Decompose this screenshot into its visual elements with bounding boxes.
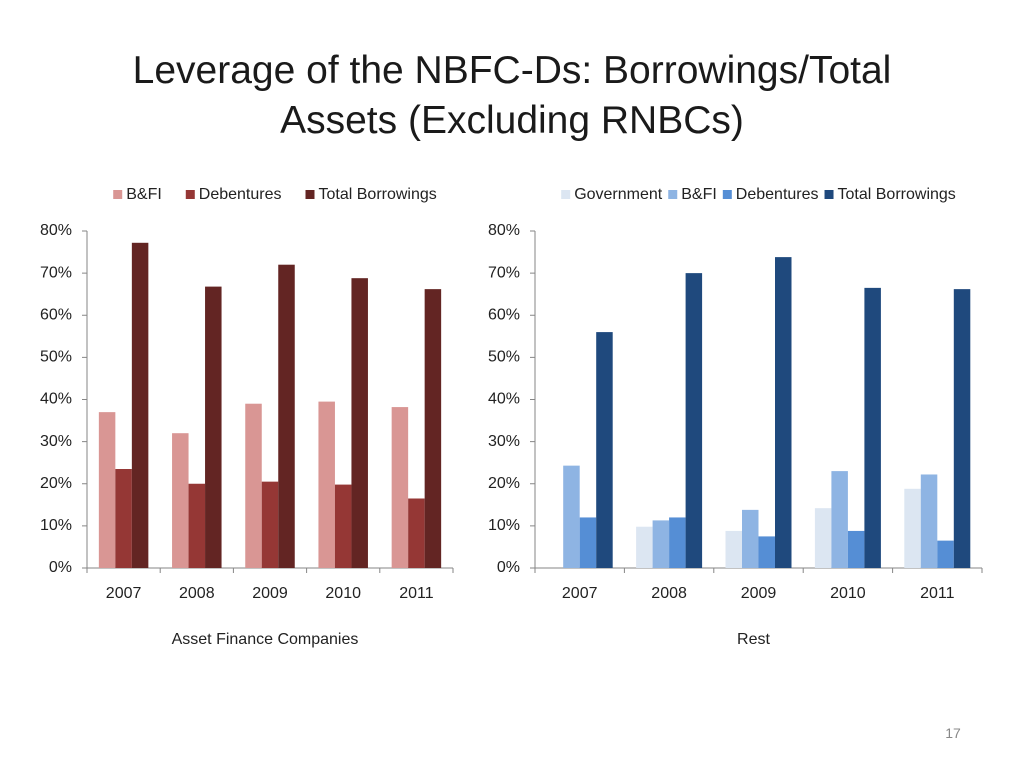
legend-label: Debentures (199, 186, 282, 203)
legend-label: Debentures (736, 186, 819, 203)
x-tick-label: 2011 (399, 585, 434, 602)
y-tick-label: 10% (40, 517, 72, 534)
legend-swatch (113, 190, 123, 199)
bar (318, 401, 335, 568)
y-tick-label: 50% (488, 349, 520, 366)
bar (636, 526, 653, 568)
legend-swatch (305, 190, 315, 199)
y-tick-label: 60% (40, 306, 72, 323)
bar (864, 287, 881, 568)
legend-swatch (722, 190, 732, 199)
x-tick-label: 2009 (741, 585, 777, 602)
page-number: 17 (945, 725, 961, 741)
bar (847, 530, 865, 568)
slide-title: Leverage of the NBFC-Ds: Borrowings/Tota… (132, 49, 892, 142)
bar (261, 481, 279, 568)
y-tick-label: 70% (40, 264, 72, 281)
legend-label: Total Borrowings (838, 186, 956, 203)
legend-label: B&FI (681, 186, 717, 203)
y-tick-label: 50% (40, 349, 72, 366)
y-tick-label: 80% (488, 222, 520, 239)
y-tick-label: 30% (40, 433, 72, 450)
y-tick-label: 60% (488, 306, 520, 323)
bar (669, 517, 686, 568)
x-tick-label: 2010 (830, 585, 866, 602)
bar (775, 257, 792, 568)
y-tick-label: 20% (40, 475, 72, 492)
bar (725, 530, 742, 568)
bar (131, 242, 149, 569)
bar (188, 483, 206, 568)
x-axis-label: Rest (737, 631, 770, 648)
x-tick-label: 2011 (920, 585, 955, 602)
legend-swatch (185, 190, 195, 199)
bar (351, 278, 368, 568)
bar (563, 465, 580, 568)
bar (920, 474, 938, 568)
x-tick-label: 2010 (325, 585, 361, 602)
y-tick-label: 80% (40, 222, 72, 239)
bar (245, 403, 262, 568)
y-tick-label: 40% (488, 391, 520, 408)
y-tick-label: 70% (488, 264, 520, 281)
y-tick-label: 0% (49, 559, 72, 576)
bar (408, 498, 425, 568)
bar (685, 273, 703, 568)
x-tick-label: 2008 (179, 585, 215, 602)
y-tick-label: 40% (40, 391, 72, 408)
bar (937, 540, 954, 568)
x-axis-label: Asset Finance Companies (172, 631, 359, 648)
bar (742, 509, 759, 568)
bar (172, 433, 189, 568)
x-tick-label: 2007 (562, 585, 598, 602)
bar (424, 289, 442, 568)
bar (278, 264, 295, 568)
y-tick-label: 10% (488, 517, 520, 534)
bar (98, 412, 116, 568)
x-tick-label: 2008 (651, 585, 687, 602)
bar (334, 484, 352, 568)
x-tick-label: 2007 (106, 585, 142, 602)
y-tick-label: 0% (497, 559, 520, 576)
x-tick-label: 2009 (252, 585, 288, 602)
bar (758, 536, 775, 568)
legend-label: B&FI (126, 186, 162, 203)
y-tick-label: 30% (488, 433, 520, 450)
y-tick-label: 20% (488, 475, 520, 492)
legend-label: Total Borrowings (319, 186, 437, 203)
legend-swatch (668, 190, 678, 199)
bar (953, 289, 971, 568)
bar (652, 520, 670, 568)
bar (205, 286, 222, 568)
legend-swatch (824, 190, 834, 199)
legend-label: Government (574, 186, 663, 203)
bar (596, 332, 613, 568)
bar (115, 469, 132, 568)
bar (579, 517, 597, 568)
bar (814, 508, 832, 568)
bar (831, 471, 848, 568)
legend-swatch (561, 190, 571, 199)
bar (904, 488, 921, 568)
bar (391, 407, 409, 568)
